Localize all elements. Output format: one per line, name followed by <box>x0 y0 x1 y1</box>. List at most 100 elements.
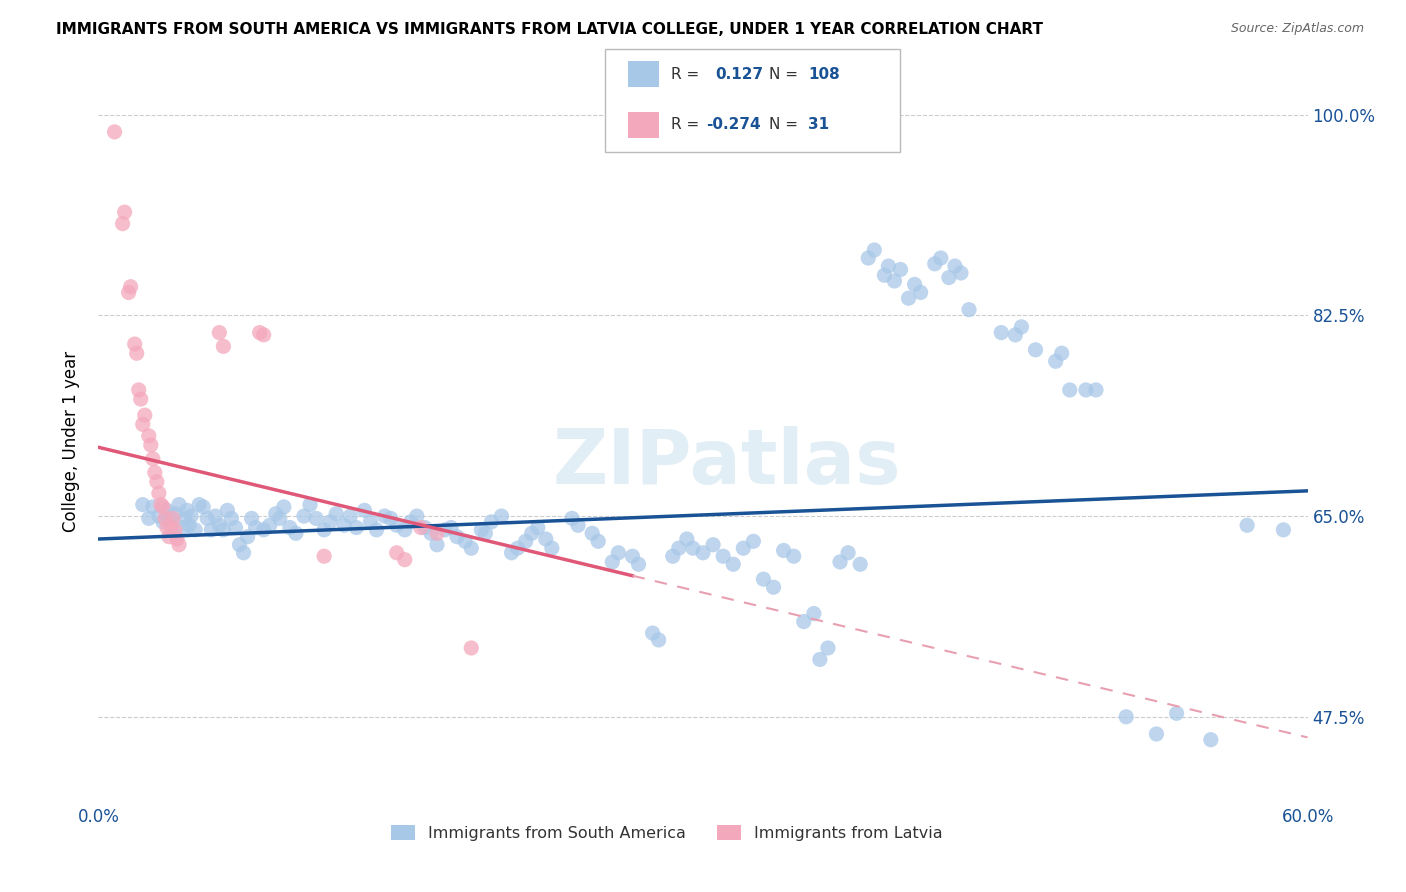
Point <box>125 346 148 360</box>
Text: R =: R = <box>671 118 699 132</box>
Point <box>208 518 231 533</box>
Y-axis label: College, Under 1 year: College, Under 1 year <box>62 351 80 533</box>
Point <box>284 526 307 541</box>
Point <box>240 511 263 525</box>
Point <box>1272 523 1295 537</box>
Point <box>409 520 432 534</box>
Point <box>910 285 932 300</box>
Point <box>803 607 825 621</box>
Point <box>567 518 589 533</box>
Point <box>1050 346 1073 360</box>
Point <box>702 538 724 552</box>
Point <box>426 526 449 541</box>
Point <box>929 251 952 265</box>
Point <box>273 500 295 514</box>
Point <box>305 511 328 525</box>
Point <box>167 538 190 552</box>
Point <box>138 429 160 443</box>
Point <box>217 503 239 517</box>
Point <box>1045 354 1067 368</box>
Text: IMMIGRANTS FROM SOUTH AMERICA VS IMMIGRANTS FROM LATVIA COLLEGE, UNDER 1 YEAR CO: IMMIGRANTS FROM SOUTH AMERICA VS IMMIGRA… <box>56 22 1043 37</box>
Text: R =: R = <box>671 67 699 81</box>
Point <box>299 498 322 512</box>
Point <box>160 511 183 525</box>
Point <box>156 520 179 534</box>
Point <box>837 546 859 560</box>
Point <box>692 546 714 560</box>
Point <box>184 523 207 537</box>
Point <box>172 520 194 534</box>
Point <box>877 259 900 273</box>
Point <box>682 541 704 556</box>
Point <box>148 509 170 524</box>
Point <box>142 500 165 514</box>
Point <box>1199 732 1222 747</box>
Point <box>156 503 179 517</box>
Point <box>647 632 669 647</box>
Point <box>249 326 271 340</box>
Point <box>253 327 276 342</box>
Point <box>661 549 683 564</box>
Point <box>124 337 146 351</box>
Legend: Immigrants from South America, Immigrants from Latvia: Immigrants from South America, Immigrant… <box>382 817 950 849</box>
Point <box>990 326 1012 340</box>
Point <box>783 549 806 564</box>
Point <box>828 555 851 569</box>
Point <box>103 125 125 139</box>
Point <box>752 572 775 586</box>
Point <box>897 291 920 305</box>
Point <box>228 538 250 552</box>
Point <box>221 511 243 525</box>
Point <box>128 383 150 397</box>
Point <box>399 515 422 529</box>
Point <box>534 532 557 546</box>
Point <box>426 538 449 552</box>
Point <box>188 498 211 512</box>
Point <box>269 511 291 525</box>
Point <box>129 392 152 406</box>
Point <box>374 509 396 524</box>
Point <box>114 205 136 219</box>
Point <box>762 580 785 594</box>
Point <box>420 526 443 541</box>
Point <box>149 498 172 512</box>
Point <box>134 408 156 422</box>
Point <box>278 520 301 534</box>
Point <box>413 520 436 534</box>
Point <box>501 546 523 560</box>
Point <box>153 511 176 525</box>
Point <box>460 640 482 655</box>
Point <box>627 558 650 572</box>
Point <box>366 523 388 537</box>
Point <box>179 518 201 533</box>
Text: N =: N = <box>769 118 799 132</box>
Point <box>208 326 231 340</box>
Point <box>1236 518 1258 533</box>
Point <box>581 526 603 541</box>
Point <box>212 339 235 353</box>
Point <box>344 520 367 534</box>
Point <box>446 530 468 544</box>
Point <box>236 530 259 544</box>
Point <box>742 534 765 549</box>
Point <box>883 274 905 288</box>
Point <box>292 509 315 524</box>
Point <box>520 526 543 541</box>
Point <box>561 511 583 525</box>
Point <box>602 555 624 569</box>
Point <box>515 534 537 549</box>
Point <box>793 615 815 629</box>
Point <box>1115 710 1137 724</box>
Point <box>212 523 235 537</box>
Point <box>924 257 946 271</box>
Point <box>506 541 529 556</box>
Point <box>540 541 562 556</box>
Text: ZIPatlas: ZIPatlas <box>553 426 901 500</box>
Point <box>723 558 745 572</box>
Point <box>232 546 254 560</box>
Point <box>1074 383 1097 397</box>
Point <box>621 549 644 564</box>
Point <box>253 523 276 537</box>
Point <box>385 546 408 560</box>
Point <box>132 498 155 512</box>
